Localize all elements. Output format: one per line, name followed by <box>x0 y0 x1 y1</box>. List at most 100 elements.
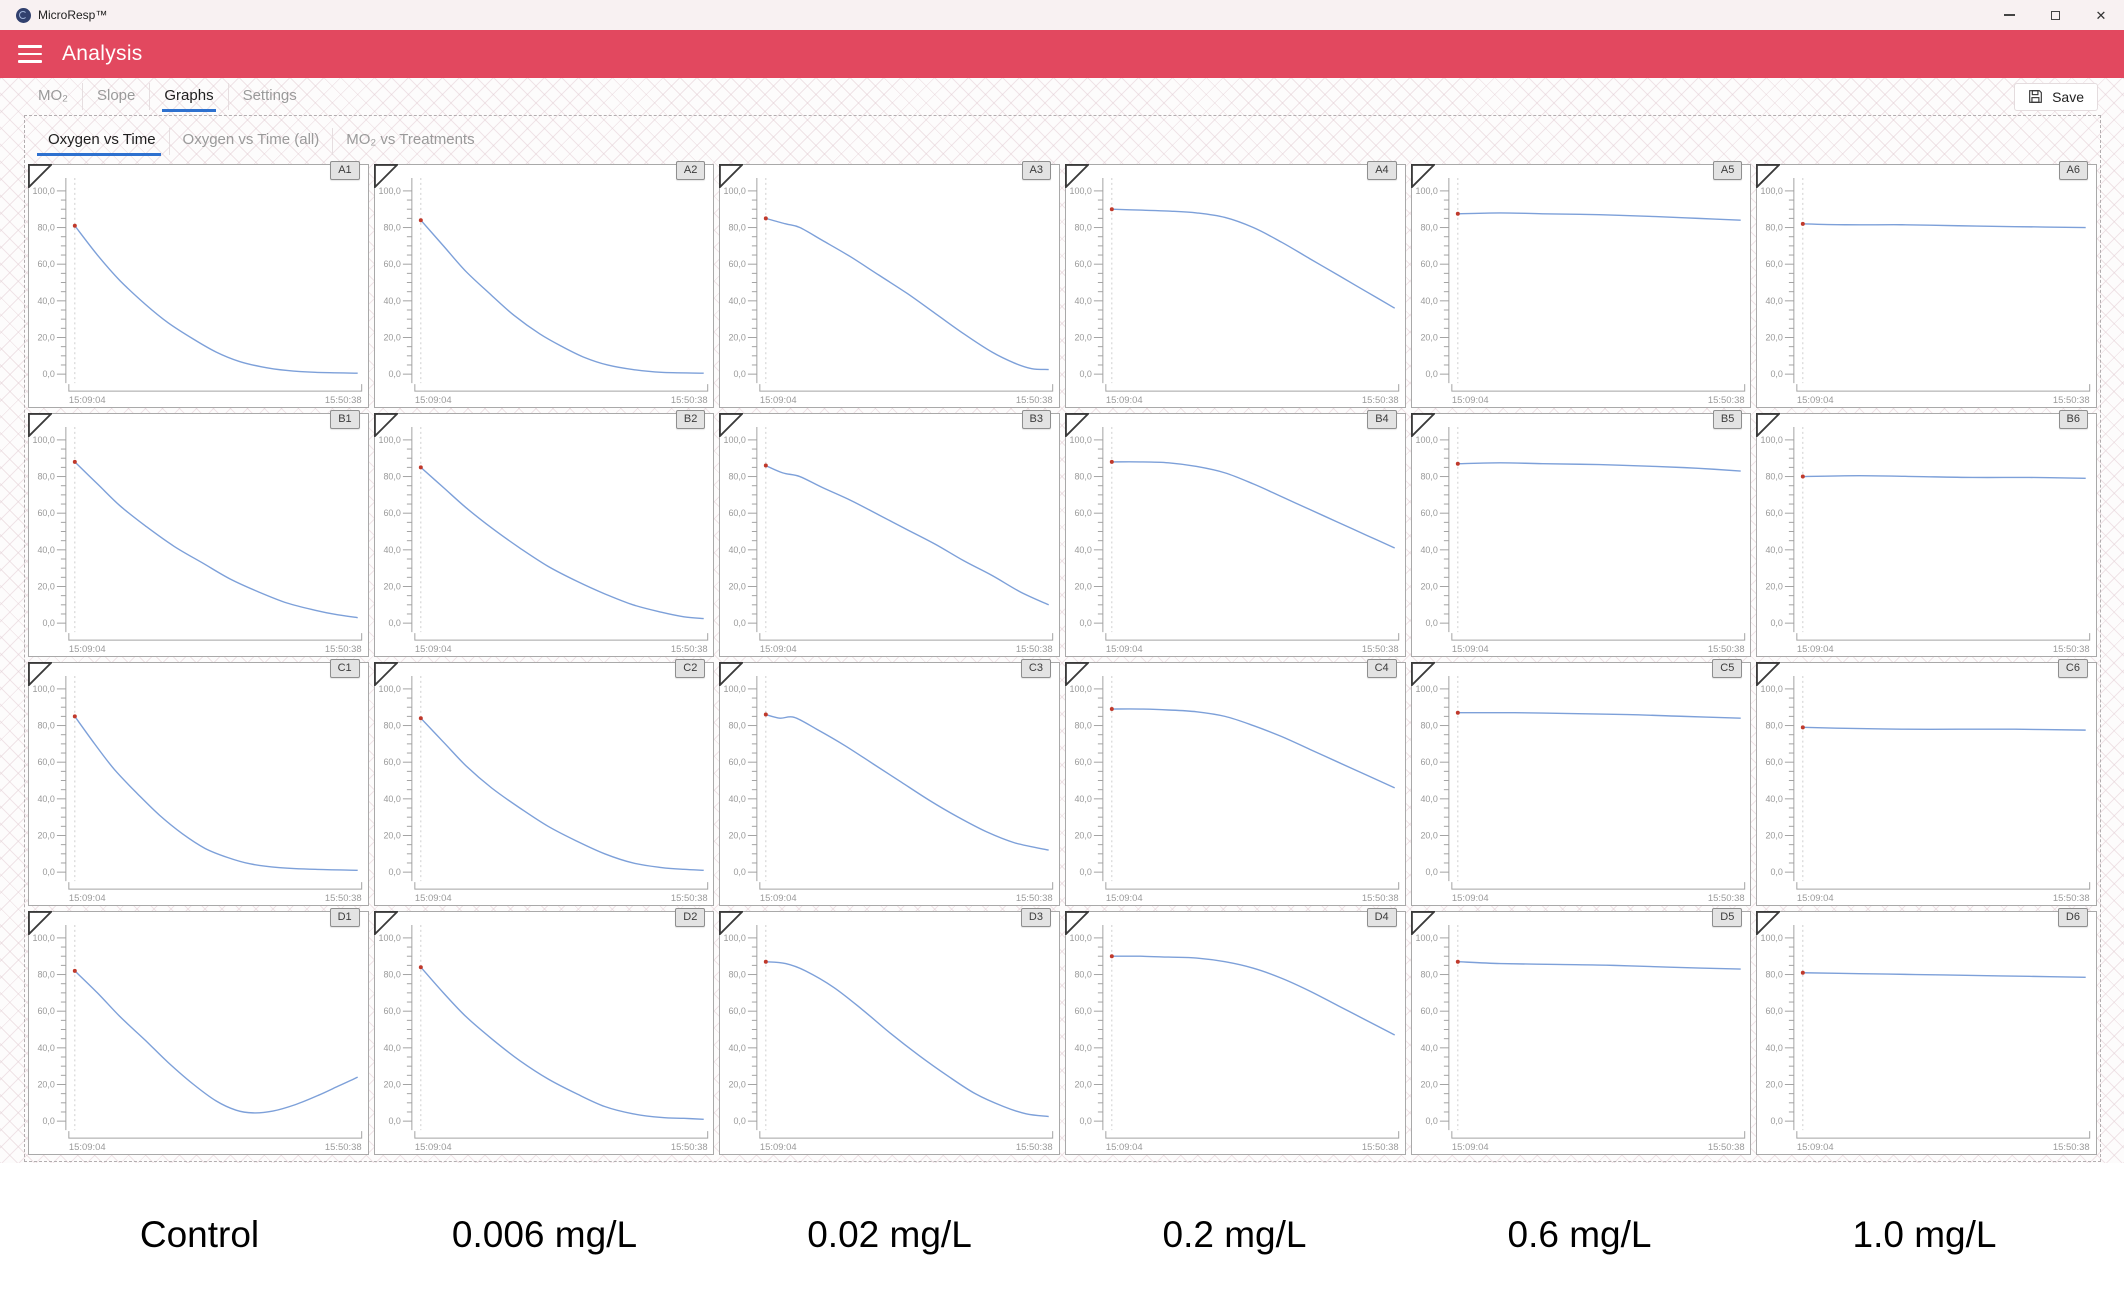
svg-text:20,0: 20,0 <box>1074 581 1091 591</box>
svg-text:100,0: 100,0 <box>378 435 400 445</box>
resize-corner-icon[interactable] <box>719 911 744 935</box>
resize-corner-icon[interactable] <box>719 662 744 686</box>
oxygen-time-plot: 0,0 20,0 40,0 60,0 80,0 100,0 15:09:04 15:50:38 <box>1069 675 1400 904</box>
resize-corner-icon[interactable] <box>1064 662 1089 686</box>
resize-corner-icon[interactable] <box>1064 911 1089 935</box>
svg-text:20,0: 20,0 <box>1420 1079 1437 1089</box>
subtab-oxygen-vs-time-all[interactable]: Oxygen vs Time (all) <box>170 128 334 155</box>
well-badge[interactable]: A3 <box>1021 161 1051 180</box>
well-badge[interactable]: C1 <box>329 659 360 678</box>
resize-corner-icon[interactable] <box>1756 911 1781 935</box>
hamburger-menu-icon[interactable] <box>18 45 42 63</box>
resize-corner-icon[interactable] <box>1410 164 1435 188</box>
svg-text:15:50:38: 15:50:38 <box>2053 395 2090 406</box>
well-badge[interactable]: A6 <box>2058 161 2088 180</box>
svg-text:20,0: 20,0 <box>383 581 400 591</box>
tab-graphs[interactable]: Graphs <box>150 83 229 112</box>
svg-text:40,0: 40,0 <box>1766 545 1783 555</box>
svg-text:100,0: 100,0 <box>378 186 400 196</box>
resize-corner-icon[interactable] <box>1064 164 1089 188</box>
well-badge[interactable]: C3 <box>1020 659 1051 678</box>
resize-corner-icon[interactable] <box>28 911 52 935</box>
svg-text:80,0: 80,0 <box>1074 721 1091 731</box>
tab-slope[interactable]: Slope <box>83 83 151 110</box>
save-button[interactable]: Save <box>2014 82 2098 111</box>
well-badge[interactable]: A4 <box>1367 161 1397 180</box>
resize-corner-icon[interactable] <box>719 164 744 188</box>
resize-corner-icon[interactable] <box>1756 413 1781 437</box>
well-badge[interactable]: B1 <box>330 410 360 429</box>
chart-cell-D1: D1 0,0 20,0 40,0 60,0 80,0 100,0 15:09:04 15:50:… <box>28 908 369 1155</box>
close-button[interactable]: ✕ <box>2078 0 2124 30</box>
resize-corner-icon[interactable] <box>28 662 52 686</box>
well-badge[interactable]: A1 <box>330 161 360 180</box>
svg-text:0,0: 0,0 <box>1425 618 1437 628</box>
well-badge[interactable]: B5 <box>1712 410 1743 429</box>
well-badge[interactable]: D5 <box>1712 908 1743 927</box>
svg-text:15:09:04: 15:09:04 <box>760 1142 797 1153</box>
svg-text:60,0: 60,0 <box>1074 757 1091 767</box>
svg-text:80,0: 80,0 <box>37 223 54 233</box>
svg-text:0,0: 0,0 <box>388 369 400 379</box>
well-badge[interactable]: C4 <box>1366 659 1397 678</box>
resize-corner-icon[interactable] <box>28 413 52 437</box>
well-badge[interactable]: B2 <box>675 410 706 429</box>
resize-corner-icon[interactable] <box>373 662 398 686</box>
svg-text:0,0: 0,0 <box>42 618 54 628</box>
chart-cell-D6: D6 0,0 20,0 40,0 60,0 80,0 100,0 15:09:04 15:50:… <box>1756 908 2097 1155</box>
chart-cell-C2: C2 0,0 20,0 40,0 60,0 80,0 100,0 15:09:04 15:50:… <box>373 659 715 906</box>
maximize-button[interactable] <box>2032 0 2078 30</box>
well-badge[interactable]: B6 <box>2058 410 2088 429</box>
well-badge[interactable]: D4 <box>1366 908 1397 927</box>
well-badge[interactable]: C6 <box>2057 659 2088 678</box>
svg-text:15:09:04: 15:09:04 <box>760 644 797 655</box>
chart-cell-A5: A5 0,0 20,0 40,0 60,0 80,0 100,0 15:09:04 15:50:… <box>1410 161 1752 408</box>
tab-settings[interactable]: Settings <box>242 87 297 104</box>
subtab-bar: Oxygen vs Time Oxygen vs Time (all) MO₂ … <box>25 116 2100 158</box>
svg-text:15:09:04: 15:09:04 <box>760 893 797 904</box>
resize-corner-icon[interactable] <box>1410 413 1435 437</box>
resize-corner-icon[interactable] <box>719 413 744 437</box>
svg-text:80,0: 80,0 <box>1420 721 1437 731</box>
svg-text:80,0: 80,0 <box>729 721 746 731</box>
resize-corner-icon[interactable] <box>1410 662 1435 686</box>
svg-text:40,0: 40,0 <box>37 1043 54 1053</box>
well-badge[interactable]: C5 <box>1712 659 1743 678</box>
svg-text:40,0: 40,0 <box>729 545 746 555</box>
resize-corner-icon[interactable] <box>1756 662 1781 686</box>
svg-text:60,0: 60,0 <box>1766 757 1783 767</box>
svg-text:0,0: 0,0 <box>1425 369 1437 379</box>
svg-text:20,0: 20,0 <box>37 830 54 840</box>
chart-cell-B5: B5 0,0 20,0 40,0 60,0 80,0 100,0 15:09:04 15:50:… <box>1410 410 1752 657</box>
resize-corner-icon[interactable] <box>373 164 398 188</box>
well-badge[interactable]: D2 <box>675 908 706 927</box>
well-badge[interactable]: A2 <box>675 161 706 180</box>
subtab-mo2-vs-treatments[interactable]: MO₂ vs Treatments <box>346 131 475 148</box>
resize-corner-icon[interactable] <box>373 911 398 935</box>
chart-cell-C4: C4 0,0 20,0 40,0 60,0 80,0 100,0 15:09:04 15:50:… <box>1064 659 1406 906</box>
svg-text:80,0: 80,0 <box>1420 970 1437 980</box>
well-badge[interactable]: D3 <box>1020 908 1051 927</box>
resize-corner-icon[interactable] <box>373 413 398 437</box>
well-badge[interactable]: B4 <box>1367 410 1397 429</box>
svg-text:100,0: 100,0 <box>724 933 746 943</box>
tab-mo2[interactable]: MO₂ <box>24 83 83 110</box>
resize-corner-icon[interactable] <box>1410 911 1435 935</box>
subtab-oxygen-vs-time[interactable]: Oxygen vs Time <box>35 128 170 156</box>
svg-text:20,0: 20,0 <box>729 581 746 591</box>
svg-text:20,0: 20,0 <box>1766 830 1783 840</box>
resize-corner-icon[interactable] <box>28 164 52 188</box>
svg-text:15:50:38: 15:50:38 <box>671 1142 708 1153</box>
well-badge[interactable]: C2 <box>675 659 706 678</box>
well-badge[interactable]: B3 <box>1021 410 1051 429</box>
svg-text:40,0: 40,0 <box>383 1043 400 1053</box>
well-badge[interactable]: A5 <box>1712 161 1743 180</box>
svg-text:80,0: 80,0 <box>37 721 54 731</box>
svg-text:40,0: 40,0 <box>383 296 400 306</box>
well-badge[interactable]: D1 <box>329 908 360 927</box>
resize-corner-icon[interactable] <box>1064 413 1089 437</box>
resize-corner-icon[interactable] <box>1756 164 1781 188</box>
minimize-button[interactable] <box>1986 0 2032 30</box>
well-badge[interactable]: D6 <box>2057 908 2088 927</box>
chart-cell-B2: B2 0,0 20,0 40,0 60,0 80,0 100,0 15:09:04 15:50:… <box>373 410 715 657</box>
